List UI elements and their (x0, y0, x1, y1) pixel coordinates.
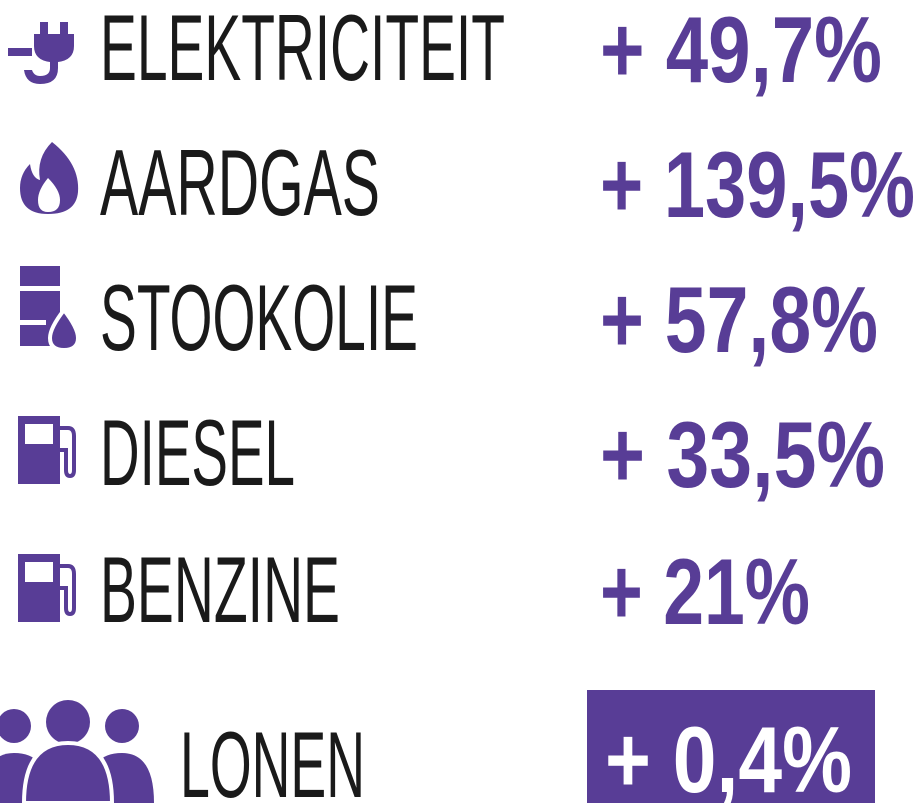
people-icon (0, 700, 154, 803)
row-label: BENZINE (100, 537, 340, 642)
plug-icon (8, 22, 74, 84)
row-value: + 0,4% (605, 707, 852, 803)
row-label: ELEKTRICITEIT (100, 0, 505, 100)
row-label: LONEN (180, 712, 365, 803)
row-value: + 33,5% (600, 402, 885, 507)
row-value: + 49,7% (600, 0, 882, 102)
row-label: AARDGAS (100, 130, 380, 235)
fuel-pump-icon (18, 554, 76, 622)
row-value: + 139,5% (600, 132, 915, 237)
row-value: + 57,8% (600, 267, 878, 372)
highlight-box (587, 690, 875, 803)
barrel-icon (20, 266, 81, 353)
row-label: DIESEL (100, 400, 295, 505)
row-label: STOOKOLIE (100, 265, 418, 370)
flame-icon (20, 142, 79, 214)
fuel-pump-icon (18, 416, 76, 484)
row-value: + 21% (600, 539, 810, 644)
